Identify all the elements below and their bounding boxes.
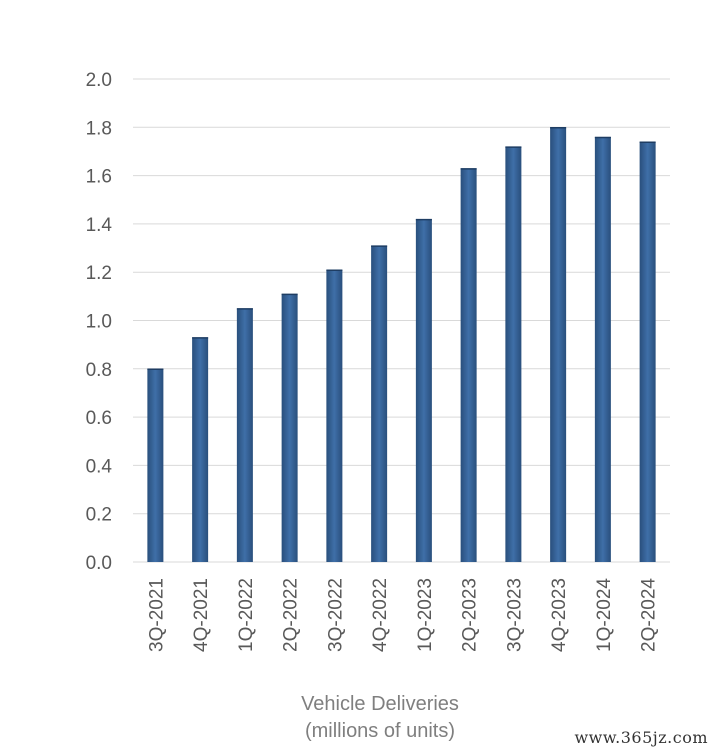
- watermark: www.365jz.com: [574, 728, 708, 747]
- y-tick-label: 0.0: [86, 553, 112, 574]
- x-axis-title: Vehicle Deliveries: [301, 693, 459, 715]
- x-tick-label: 4Q-2021: [191, 578, 212, 652]
- x-tick-label: 3Q-2022: [325, 578, 346, 652]
- x-tick-label: 3Q-2023: [504, 578, 525, 652]
- y-tick-label: 0.8: [86, 360, 112, 381]
- gridlines: [133, 78, 670, 563]
- x-tick-label: 2Q-2022: [281, 578, 302, 652]
- y-tick-label: 1.6: [86, 167, 112, 188]
- bar-3Q-2023: [505, 146, 522, 562]
- x-tick-label: 1Q-2024: [594, 578, 615, 652]
- bar-4Q-2022: [371, 245, 388, 562]
- x-tick-label: 1Q-2022: [236, 578, 257, 652]
- bar-4Q-2023: [550, 127, 567, 563]
- bars: [147, 127, 656, 563]
- bar-4Q-2021: [192, 337, 209, 562]
- y-tick-label: 1.0: [86, 312, 112, 333]
- bar-2Q-2022: [281, 293, 298, 562]
- y-tick-label: 0.6: [86, 408, 112, 429]
- bar-2Q-2024: [639, 141, 656, 563]
- y-tick-label: 1.8: [86, 118, 112, 139]
- x-tick-label: 2Q-2023: [460, 578, 481, 652]
- y-axis-ticks: 0.0 0.2 0.4 0.6 0.8 1.0 1.2 1.4 1.6 1.8 2.0: [86, 70, 113, 574]
- bar-3Q-2022: [326, 269, 343, 562]
- y-tick-label: 1.2: [86, 263, 112, 284]
- bar-1Q-2024: [594, 136, 611, 562]
- x-tick-label: 4Q-2023: [549, 578, 570, 652]
- x-tick-label: 2Q-2024: [639, 578, 660, 652]
- y-tick-label: 1.4: [86, 215, 113, 236]
- y-tick-label: 2.0: [86, 70, 112, 91]
- y-tick-label: 0.4: [86, 456, 113, 477]
- bar-3Q-2021: [147, 368, 164, 562]
- x-axis-ticks: 3Q-2021 4Q-2021 1Q-2022 2Q-2022 3Q-2022 4Q-20…: [146, 578, 659, 652]
- x-tick-label: 4Q-2022: [370, 578, 391, 652]
- x-axis-subtitle: (millions of units): [305, 720, 455, 742]
- bar-1Q-2023: [415, 219, 432, 562]
- y-tick-label: 0.2: [86, 505, 112, 526]
- x-tick-label: 3Q-2021: [146, 578, 167, 652]
- bar-1Q-2022: [236, 308, 253, 562]
- bar-2Q-2023: [460, 168, 477, 563]
- x-tick-label: 1Q-2023: [415, 578, 436, 652]
